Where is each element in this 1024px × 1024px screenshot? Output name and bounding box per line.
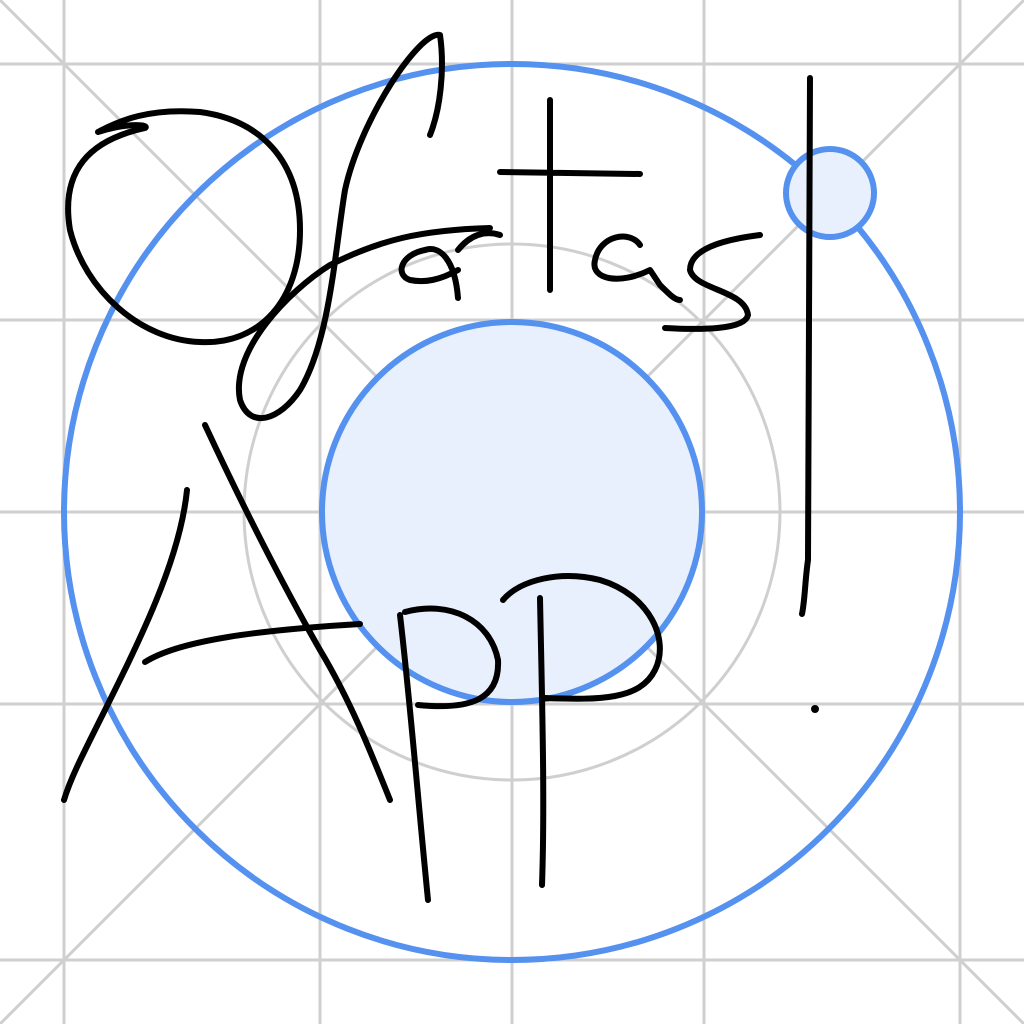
handle	[783, 146, 877, 240]
handwriting-line2: App	[300, 610, 534, 749]
handwriting-strokes	[61, 31, 819, 903]
outer-circle	[61, 61, 963, 963]
handwriting-line1: Ofartas!	[60, 190, 551, 329]
